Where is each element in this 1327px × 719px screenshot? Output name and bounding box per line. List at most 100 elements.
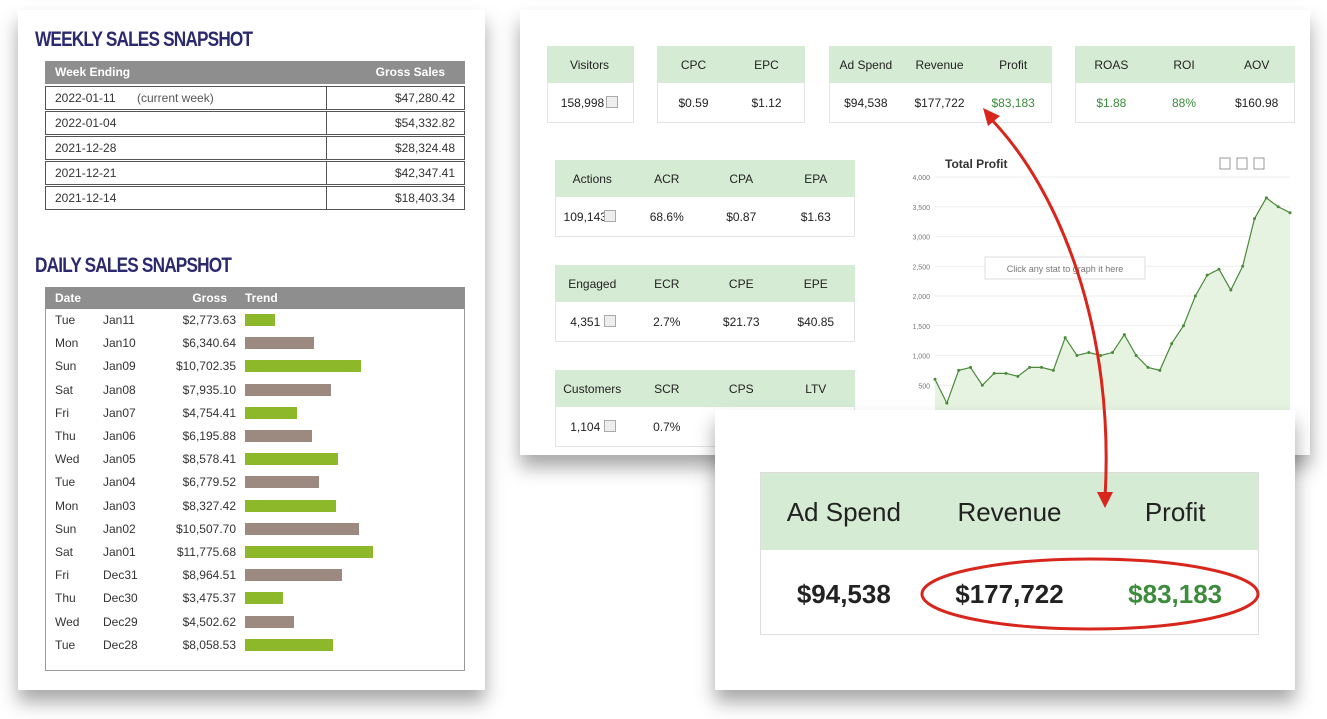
point (1075, 354, 1079, 357)
point (1217, 267, 1221, 271)
trend-bar (245, 383, 332, 396)
metric-card-header (829, 46, 1052, 83)
metric-label: ECR (654, 277, 680, 291)
gross: $10,702.35 (175, 359, 236, 374)
point (1134, 354, 1138, 357)
point (1253, 217, 1256, 221)
stat-icon (606, 96, 618, 108)
trend-bar (245, 406, 297, 419)
metric-value: 88% (1171, 96, 1196, 110)
metric-label: Profit (999, 58, 1028, 72)
metric-card-header (555, 265, 855, 302)
metric-value: $94,538 (844, 96, 888, 110)
y-tick-label: 3,500 (912, 205, 930, 212)
day: Fri (55, 568, 69, 583)
gross: $8,964.51 (182, 568, 236, 583)
zoom-value: $83,183 (1128, 579, 1223, 609)
y-tick-label: 2,500 (912, 264, 930, 271)
day: Sat (55, 545, 74, 559)
gross: $7,935.10 (182, 382, 236, 397)
gross: $11,775.68 (176, 545, 236, 559)
point (957, 368, 961, 372)
point (945, 401, 949, 405)
metric-value: $0.59 (678, 96, 709, 110)
trend-bar (245, 569, 343, 582)
weekly-row (45, 161, 327, 185)
y-tick-label: 500 (918, 383, 930, 390)
zoom-value: $177,722 (955, 579, 1064, 609)
metric-label: EPA (804, 172, 828, 186)
day: Sat (55, 382, 74, 397)
y-tick-label: 3,000 (912, 235, 930, 242)
metric-label: ACR (654, 172, 680, 186)
metric-label: EPE (803, 277, 828, 291)
date: Jan07 (103, 405, 136, 420)
metric-value: 0.7% (653, 420, 681, 434)
date: Jan06 (103, 429, 136, 443)
gross-sales: $28,324.48 (394, 141, 455, 155)
gross: $6,195.88 (182, 429, 236, 443)
date: Jan01 (103, 545, 136, 559)
point (1276, 205, 1280, 209)
gross-sales: $18,403.34 (394, 191, 455, 205)
metric-card-header (547, 46, 634, 83)
metric-card-header (555, 370, 855, 407)
trend-bar (245, 314, 276, 326)
date: Dec30 (103, 591, 138, 606)
zoom-label: Revenue (957, 497, 1062, 527)
annotation: Click any stat to graph it here (1007, 264, 1124, 274)
gross-sales: $54,332.82 (394, 116, 455, 130)
point (1122, 333, 1126, 337)
point (1063, 336, 1067, 340)
metric-label: LTV (805, 382, 827, 396)
y-tick-label: 4,000 (912, 175, 930, 182)
metric-label: ROI (1173, 58, 1195, 72)
zoom-label: Profit (1144, 497, 1206, 527)
day: Thu (55, 591, 76, 606)
point (1241, 264, 1245, 268)
gross: $2,773.63 (182, 313, 236, 327)
metric-card-header (657, 46, 805, 83)
metric-value: 158,998 (560, 96, 605, 110)
date: Jan10 (103, 336, 136, 351)
trend-bar (245, 592, 283, 605)
daily-header (45, 287, 465, 309)
chart-icons (1219, 157, 1265, 170)
day: Fri (55, 405, 69, 420)
gross: $4,754.41 (182, 405, 236, 420)
trend-bar (245, 337, 314, 350)
weekly-row (45, 86, 327, 110)
weekly-title: WEEKLY SALES SNAPSHOT (35, 28, 253, 51)
day: Wed (55, 614, 80, 629)
chart-title: Total Profit (945, 157, 1007, 171)
day: Mon (55, 498, 79, 513)
week-ending: 2022-01-04 (55, 116, 117, 130)
point (1288, 211, 1292, 215)
gross: $6,340.64 (182, 336, 236, 351)
current-note: (current week) (137, 91, 214, 105)
point (1051, 368, 1055, 372)
trend-bar (245, 546, 373, 558)
point (1264, 196, 1268, 200)
stat-icon (603, 210, 616, 222)
point (992, 371, 996, 375)
zoom-label: Ad Spend (786, 497, 901, 527)
day: Tue (55, 475, 76, 490)
date: Jan09 (103, 359, 136, 374)
metric-card-header (555, 160, 855, 197)
metric-card-header (1075, 46, 1295, 83)
metric-label: CPE (728, 277, 754, 291)
gross: $8,058.53 (182, 637, 236, 652)
point (1111, 351, 1114, 355)
metric-label: AOV (1243, 58, 1270, 72)
weekly-row (45, 111, 327, 135)
day: Sun (55, 359, 77, 374)
gross: $8,578.41 (182, 452, 236, 467)
gross: $6,779.52 (182, 475, 236, 490)
trend-bar (245, 476, 319, 489)
metric-label: Customers (563, 382, 622, 396)
y-tick-label: 1,500 (912, 324, 930, 331)
point (980, 383, 984, 387)
gross-sales: $42,347.41 (394, 166, 455, 180)
weekly-row (327, 161, 465, 185)
